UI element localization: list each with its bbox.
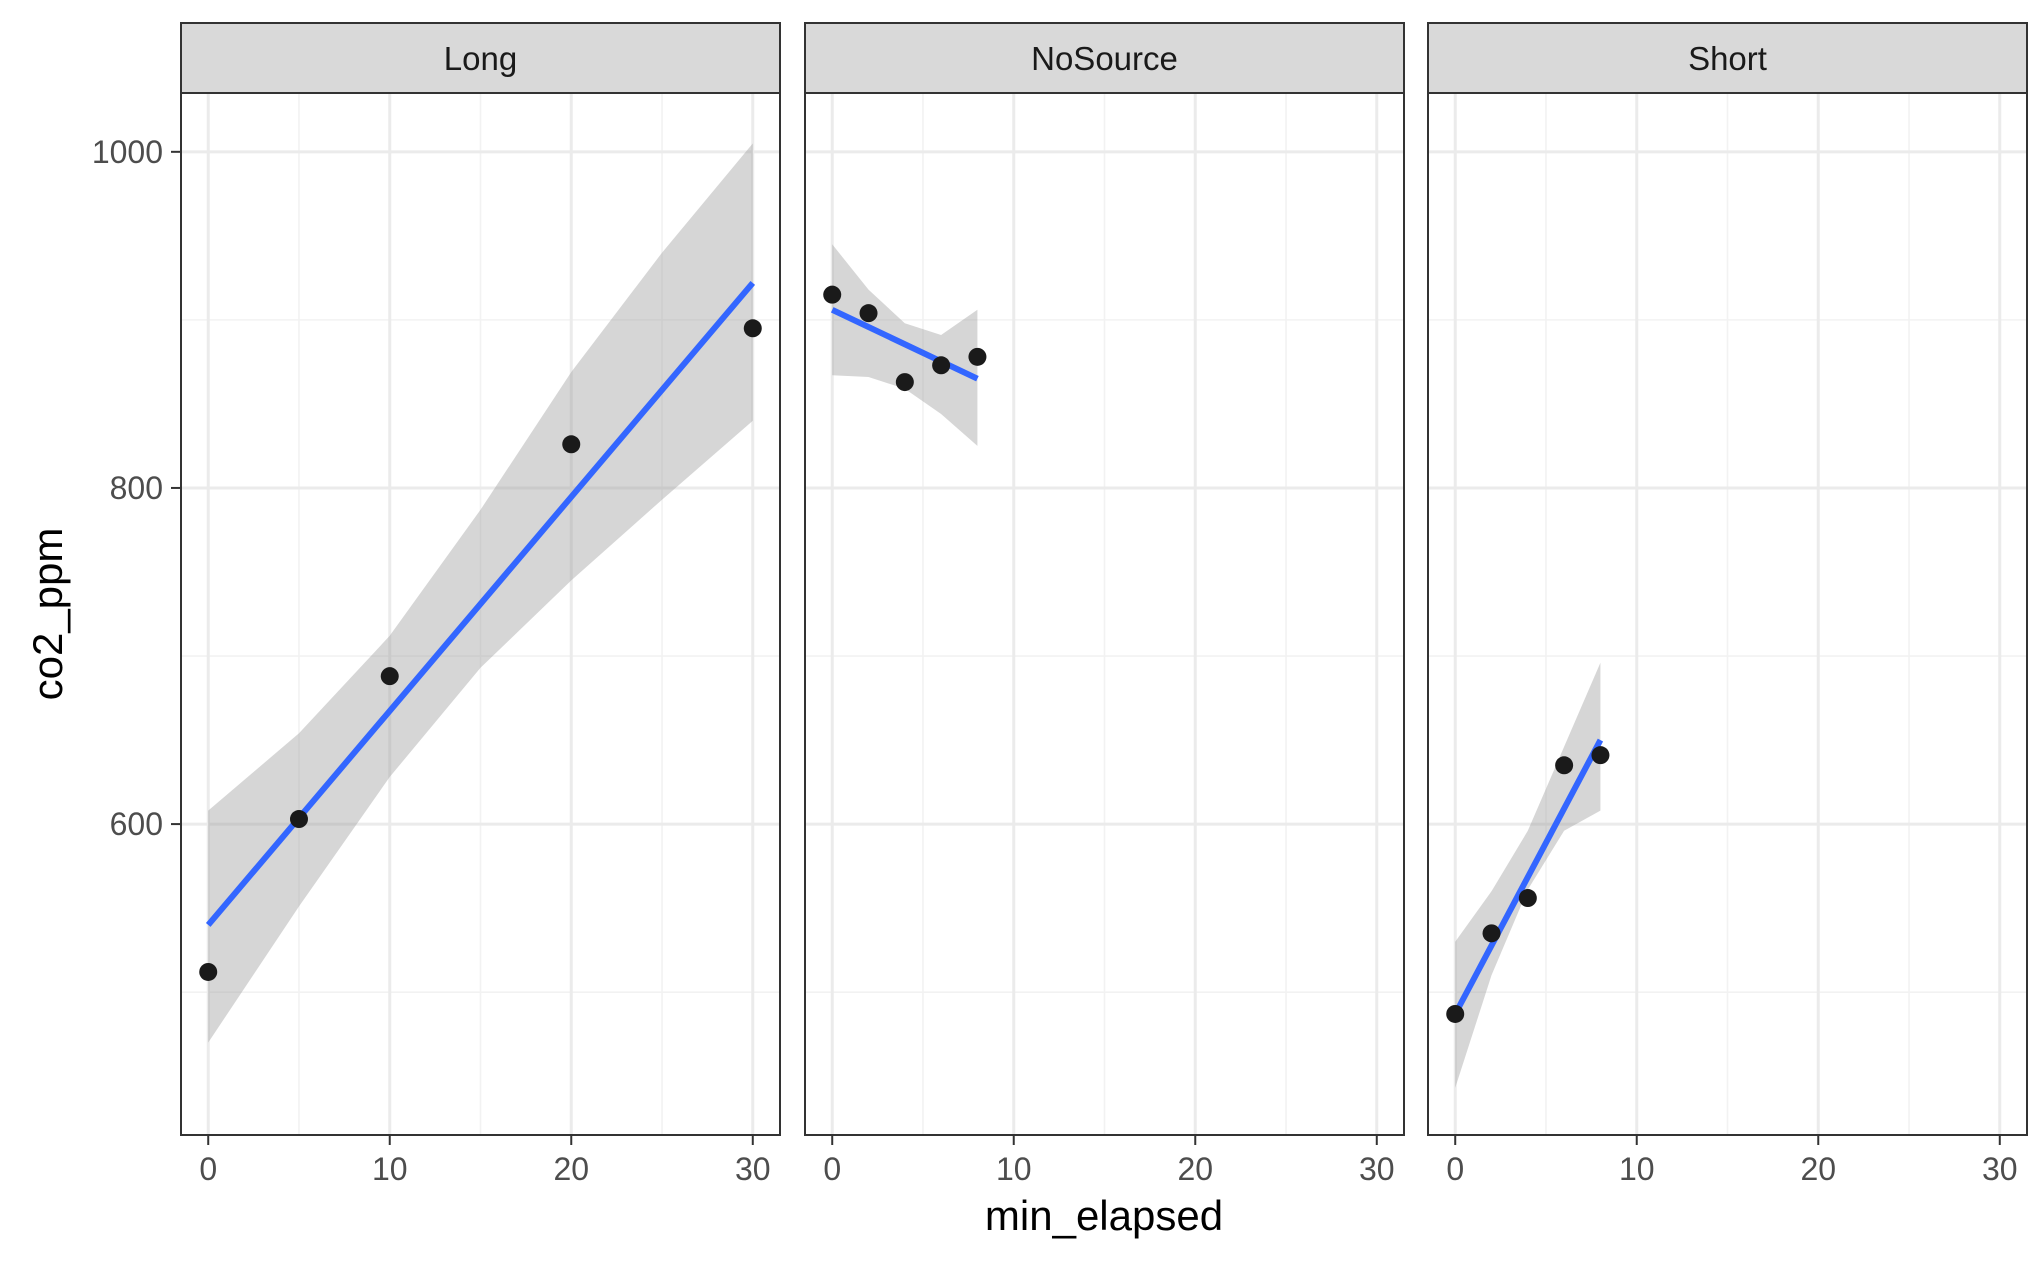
x-tick-label: 10 — [996, 1151, 1032, 1187]
data-point — [823, 285, 842, 304]
x-tick-label: 10 — [1619, 1151, 1655, 1187]
x-tick-label: 0 — [1446, 1151, 1464, 1187]
x-tick-label: 30 — [1982, 1151, 2018, 1187]
x-tick-label: 30 — [1359, 1151, 1395, 1187]
confidence-ribbon — [208, 143, 753, 1043]
x-tick-label: 20 — [1177, 1151, 1213, 1187]
strip-background — [1427, 22, 2028, 94]
data-point — [1591, 746, 1610, 765]
fit-line — [1452, 738, 1604, 1016]
panel-nosource: NoSource 0 10 20 30 — [804, 22, 1405, 1187]
data-point — [1482, 924, 1501, 943]
data-point — [1555, 756, 1574, 775]
y-tick-label: 600 — [110, 806, 163, 842]
data-point — [380, 667, 399, 686]
x-axis-title: min_elapsed — [985, 1192, 1223, 1239]
data-point — [859, 304, 878, 323]
data-point — [562, 435, 581, 454]
strip-label: Short — [1688, 40, 1767, 77]
data-point — [289, 810, 308, 829]
x-tick-label: 0 — [199, 1151, 217, 1187]
x-tick-label: 0 — [823, 1151, 841, 1187]
data-point — [895, 373, 914, 392]
data-point — [199, 962, 218, 981]
data-point — [968, 347, 987, 366]
strip-background — [180, 22, 781, 94]
x-tick-label: 30 — [735, 1151, 771, 1187]
x-tick-label: 20 — [1800, 1151, 1836, 1187]
strip-background — [804, 22, 1405, 94]
data-point — [932, 356, 951, 375]
data-point — [1518, 889, 1537, 908]
strip-label: Long — [444, 40, 517, 77]
strip-label: NoSource — [1031, 40, 1178, 77]
fit-line — [830, 307, 979, 382]
y-tick-label: 800 — [110, 470, 163, 506]
x-tick-label: 10 — [372, 1151, 408, 1187]
data-point — [743, 319, 762, 338]
panel-short: Short 0 10 20 30 — [1427, 22, 2028, 1187]
data-point — [1446, 1004, 1465, 1023]
x-tick-label: 20 — [553, 1151, 589, 1187]
panel-long: Long 0 10 20 30 — [180, 22, 781, 1187]
y-axis-title: co2_ppm — [24, 528, 71, 701]
y-tick-label: 1000 — [92, 134, 163, 170]
